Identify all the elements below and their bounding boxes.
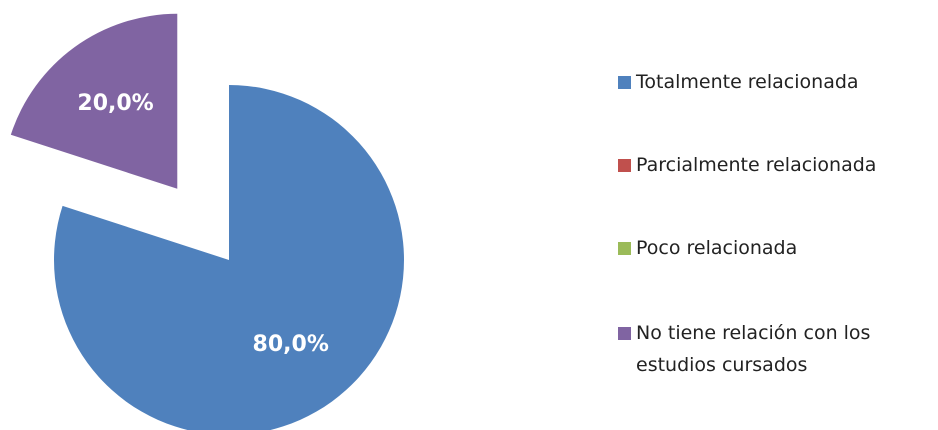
data-label: 80,0% xyxy=(253,332,329,357)
legend-item: Totalmente relacionada xyxy=(618,66,936,98)
pie-slice xyxy=(53,85,404,430)
legend-item: Parcialmente relacionada xyxy=(618,149,936,181)
legend-swatch xyxy=(618,76,631,89)
legend-item: Poco relacionada xyxy=(618,232,936,264)
legend-swatch xyxy=(618,159,631,172)
legend-item: No tiene relación con los estudios cursa… xyxy=(618,317,936,381)
pie-slice xyxy=(10,13,178,189)
data-label: 20,0% xyxy=(77,91,153,116)
legend-label: No tiene relación con los estudios cursa… xyxy=(636,322,871,376)
legend-swatch xyxy=(618,242,631,255)
pie-area: 80,0% 20,0% xyxy=(10,13,404,430)
legend-label: Totalmente relacionada xyxy=(636,71,859,93)
legend-swatch xyxy=(618,327,631,340)
legend-label: Parcialmente relacionada xyxy=(636,154,877,176)
legend-label: Poco relacionada xyxy=(636,237,798,259)
